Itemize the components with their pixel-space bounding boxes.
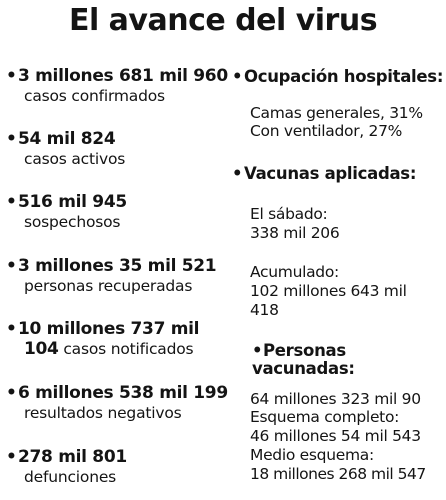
vaccines-accum-value-cont: 418 bbox=[250, 301, 279, 319]
stat-label: casos confirmados bbox=[24, 87, 165, 105]
bullet-icon: • bbox=[6, 192, 17, 212]
bullet-icon: • bbox=[6, 319, 17, 339]
vaccines-saturday-label: El sábado: bbox=[250, 205, 328, 223]
vaccines-accum-label: Acumulado: bbox=[250, 263, 339, 281]
stat-confirmed: •3 millones 681 mil 960 casos confirmado… bbox=[6, 66, 228, 106]
bullet-icon: • bbox=[6, 129, 17, 149]
bullet-icon: • bbox=[252, 341, 263, 360]
vaccines-saturday-value: 338 mil 206 bbox=[250, 224, 340, 242]
bullet-icon: • bbox=[232, 164, 243, 183]
vaccinated-heading: •Personas bbox=[252, 341, 346, 360]
stat-number: 3 millones 681 mil 960 bbox=[18, 66, 228, 86]
vaccinated-half-label: Medio esquema: bbox=[250, 446, 374, 464]
stat-number: 10 millones 737 mil bbox=[18, 319, 200, 339]
stat-number: 54 mil 824 bbox=[18, 129, 116, 149]
stat-number: 278 mil 801 bbox=[18, 447, 127, 467]
hospital-ventilator-line: Con ventilador, 27% bbox=[250, 122, 403, 140]
stat-label: casos notificados bbox=[63, 340, 194, 358]
stat-suspected: •516 mil 945 sospechosos bbox=[6, 192, 228, 232]
stat-notified: •10 millones 737 mil 104 casos notificad… bbox=[6, 319, 228, 359]
vaccinated-total: 64 millones 323 mil 90 bbox=[250, 390, 421, 408]
bullet-icon: • bbox=[6, 66, 17, 86]
stat-deaths: •278 mil 801 defunciones bbox=[6, 447, 228, 487]
stat-number-continued: 104 bbox=[24, 339, 59, 359]
bullet-icon: • bbox=[6, 383, 17, 403]
vaccinated-half-value: 18 millones 268 mil 547 bbox=[250, 465, 426, 483]
stat-label: casos activos bbox=[24, 150, 126, 168]
stat-active: •54 mil 824 casos activos bbox=[6, 129, 228, 169]
page-title: El avance del virus bbox=[68, 3, 378, 38]
vaccinated-heading-cont: vacunadas: bbox=[252, 359, 355, 378]
stat-label: defunciones bbox=[24, 468, 117, 486]
vaccines-accum-value: 102 millones 643 mil bbox=[250, 282, 407, 300]
stat-number: 3 millones 35 mil 521 bbox=[18, 256, 217, 276]
stat-number: 516 mil 945 bbox=[18, 192, 127, 212]
stat-negative: •6 millones 538 mil 199 resultados negat… bbox=[6, 383, 228, 423]
stat-number: 6 millones 538 mil 199 bbox=[18, 383, 228, 403]
stat-label: sospechosos bbox=[24, 213, 121, 231]
bullet-icon: • bbox=[6, 256, 17, 276]
bullet-icon: • bbox=[232, 67, 243, 86]
vaccinated-full-value: 46 millones 54 mil 543 bbox=[250, 427, 421, 445]
bullet-icon: • bbox=[6, 447, 17, 467]
stat-recovered: •3 millones 35 mil 521 personas recupera… bbox=[6, 256, 228, 296]
stat-label: resultados negativos bbox=[24, 404, 182, 422]
vaccines-heading: • Vacunas aplicadas: bbox=[232, 164, 417, 183]
hospitals-heading: • Ocupación hospitales: bbox=[232, 67, 444, 86]
stat-label: personas recuperadas bbox=[24, 277, 193, 295]
hospital-beds-line: Camas generales, 31% bbox=[250, 104, 423, 122]
vaccinated-full-label: Esquema completo: bbox=[250, 408, 400, 426]
